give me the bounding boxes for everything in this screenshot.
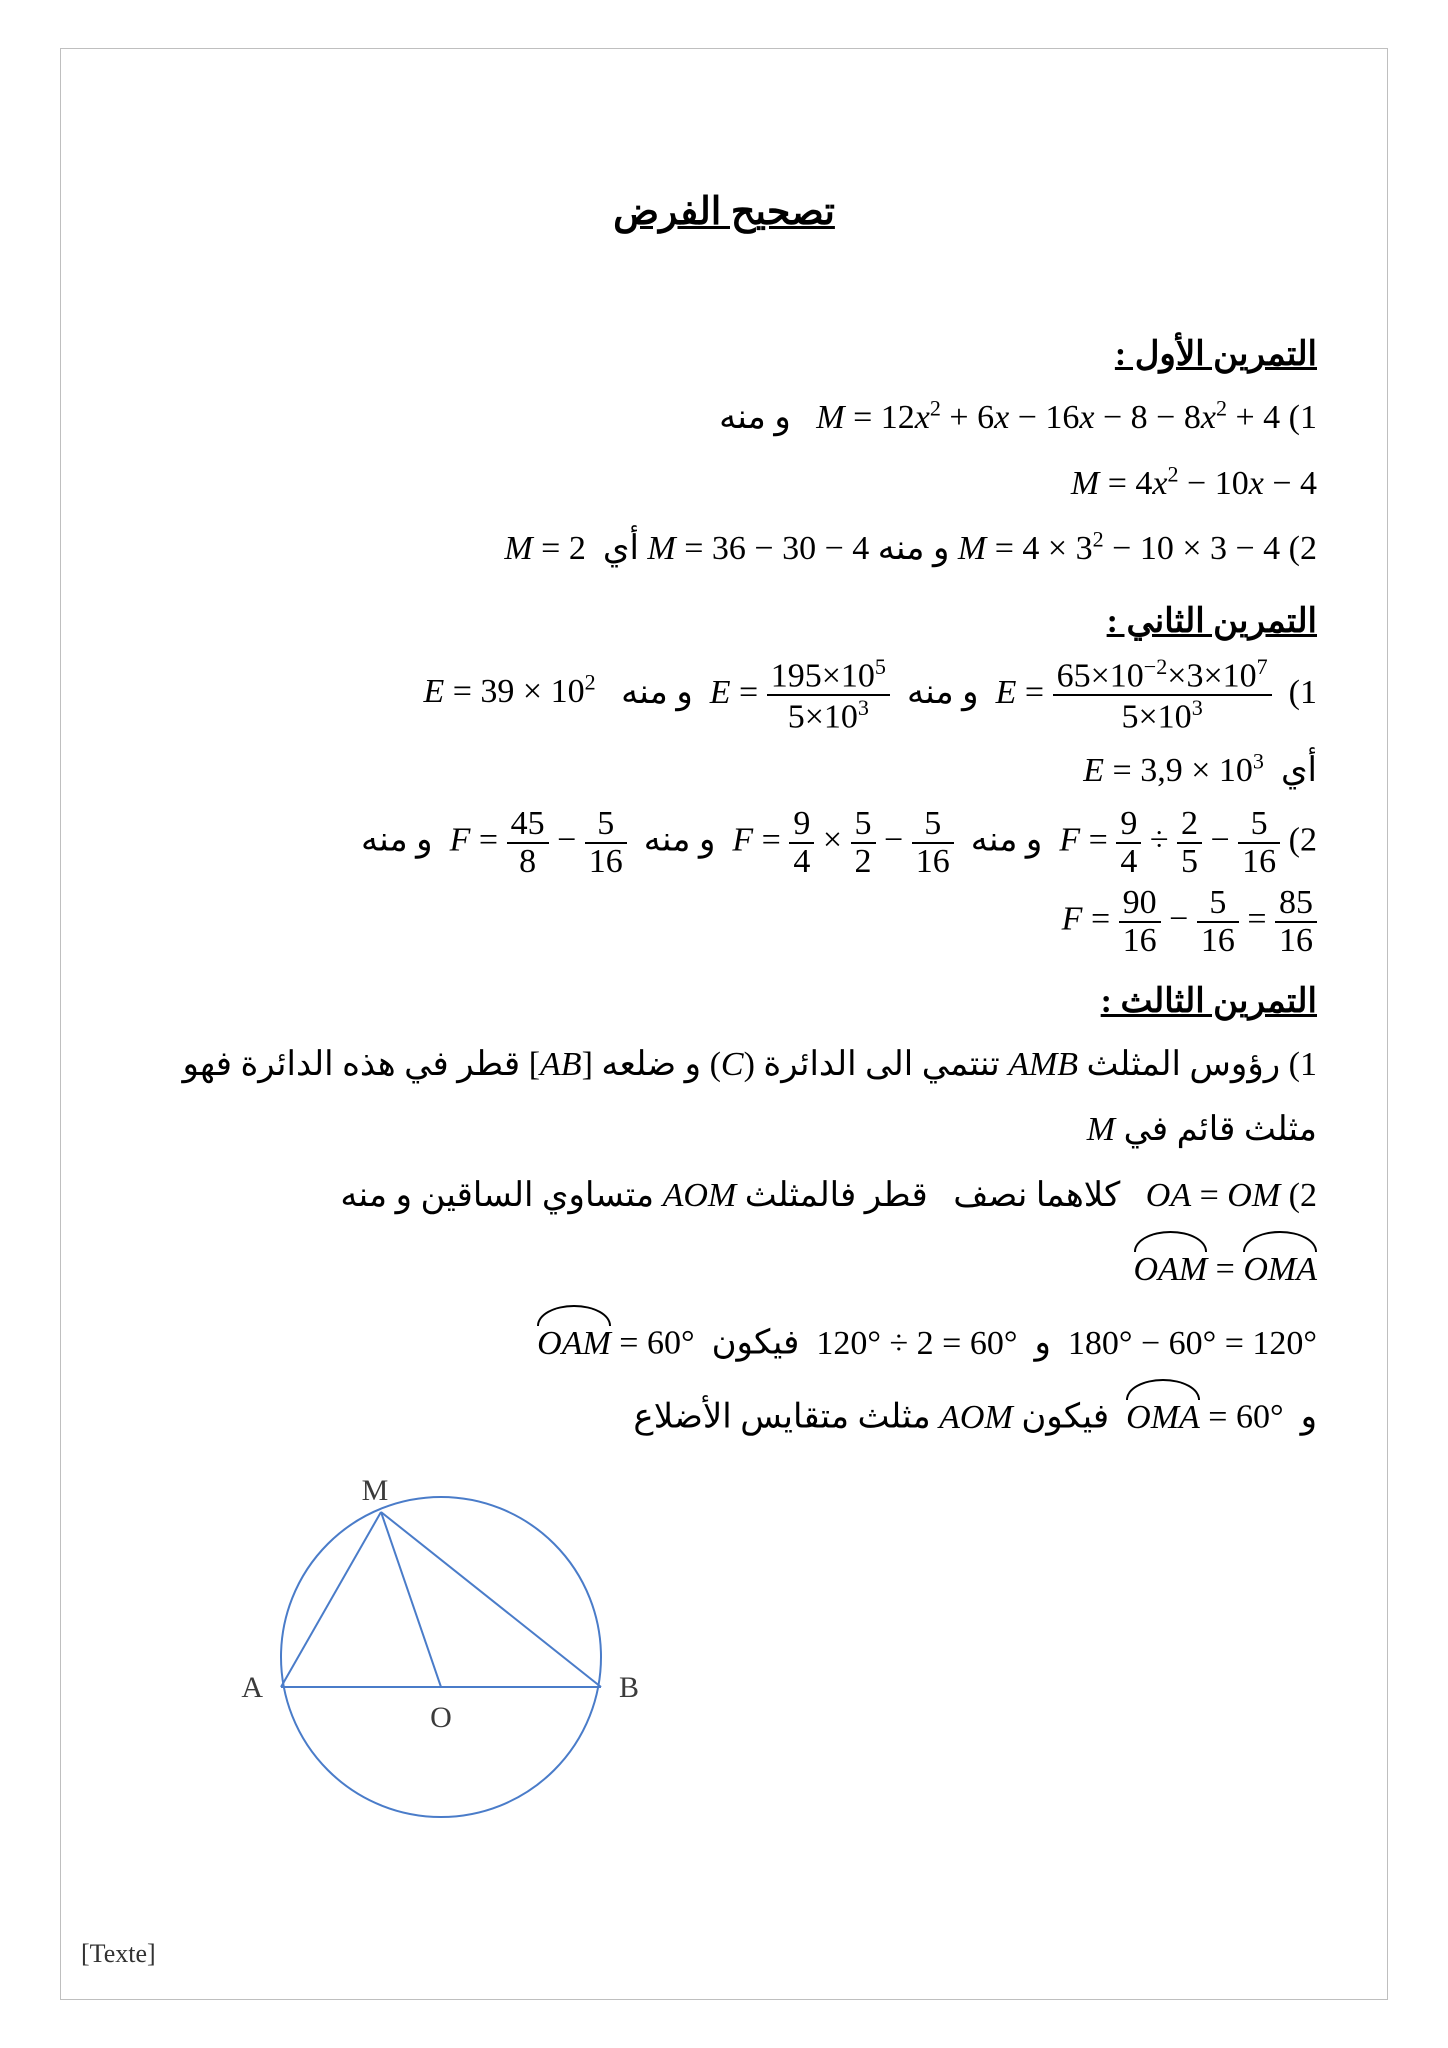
ex1-line3: 2) M = 4 × 32 − 10 × 3 − 4 و منه M = 36 … [131,519,1317,579]
ex3-line2b: OAM = OMA [131,1231,1317,1299]
text-tail: فيكون [712,1325,800,1362]
page-border: تصحيح الفرض التمرين الأول : 1) M = 12x2 … [60,48,1388,2000]
text-mid: و منه [644,822,716,859]
ex1-line1: 1) M = 12x2 + 6x − 16x − 8 − 8x2 + 4 و م… [131,388,1317,448]
text-ay: أي [603,530,639,567]
svg-text:A: A [241,1671,263,1704]
exercise-1-heading: التمرين الأول : [131,334,1317,374]
page-title: تصحيح الفرض [131,189,1317,234]
svg-text:B: B [619,1671,639,1704]
text-mid: و منه [621,673,693,710]
ex3-line4: و OMA = 60° فيكون AOM مثلث متقايس الأضلا… [131,1379,1317,1447]
circle-figure: A B O M [231,1477,731,1862]
ex3-line1: 1) رؤوس المثلث AMB تنتمي الى الدائرة (C)… [131,1035,1317,1095]
item-number: 1) [1289,399,1317,436]
ex2-line4: F = 9016 − 516 = 8516 [131,885,1317,958]
ex2-line1: 1) E = 65×10−2×3×1075×103 و منه E = 195×… [131,655,1317,735]
item-number: 2) [1289,530,1317,567]
footer-text: [Texte] [81,1939,156,1969]
exercise-2-heading: التمرين الثاني : [131,601,1317,641]
text-tail: و منه [719,399,791,436]
text-mid: و منه [907,673,979,710]
text-mid: و منه [971,822,1043,859]
ex1-line2: M = 4x2 − 10x − 4 [131,454,1317,514]
geometry-svg: A B O M [231,1477,691,1857]
ex2-line2: أي E = 3,9 × 103 [131,741,1317,801]
item-number: 2) [1289,822,1317,859]
ex3-line3: 180° − 60° = 120° و 120° ÷ 2 = 60° فيكون… [131,1305,1317,1373]
text-mid: و منه [361,822,433,859]
text-mid: و منه [878,530,950,567]
page: تصحيح الفرض التمرين الأول : 1) M = 12x2 … [0,0,1448,2048]
ex3-line2: 2) OA = OM كلاهما نصف قطر فالمثلث AOM مت… [131,1166,1317,1226]
ex2-line3: 2) F = 94 ÷ 25 − 516 و منه F = 94 × 52 −… [131,806,1317,879]
item-number: 1) [1289,673,1317,710]
ex3-line1b: مثلث قائم في M [131,1100,1317,1160]
svg-text:O: O [430,1701,452,1734]
svg-text:M: M [362,1474,389,1507]
text-ay: أي [1281,752,1317,789]
exercise-3-heading: التمرين الثالث : [131,981,1317,1021]
